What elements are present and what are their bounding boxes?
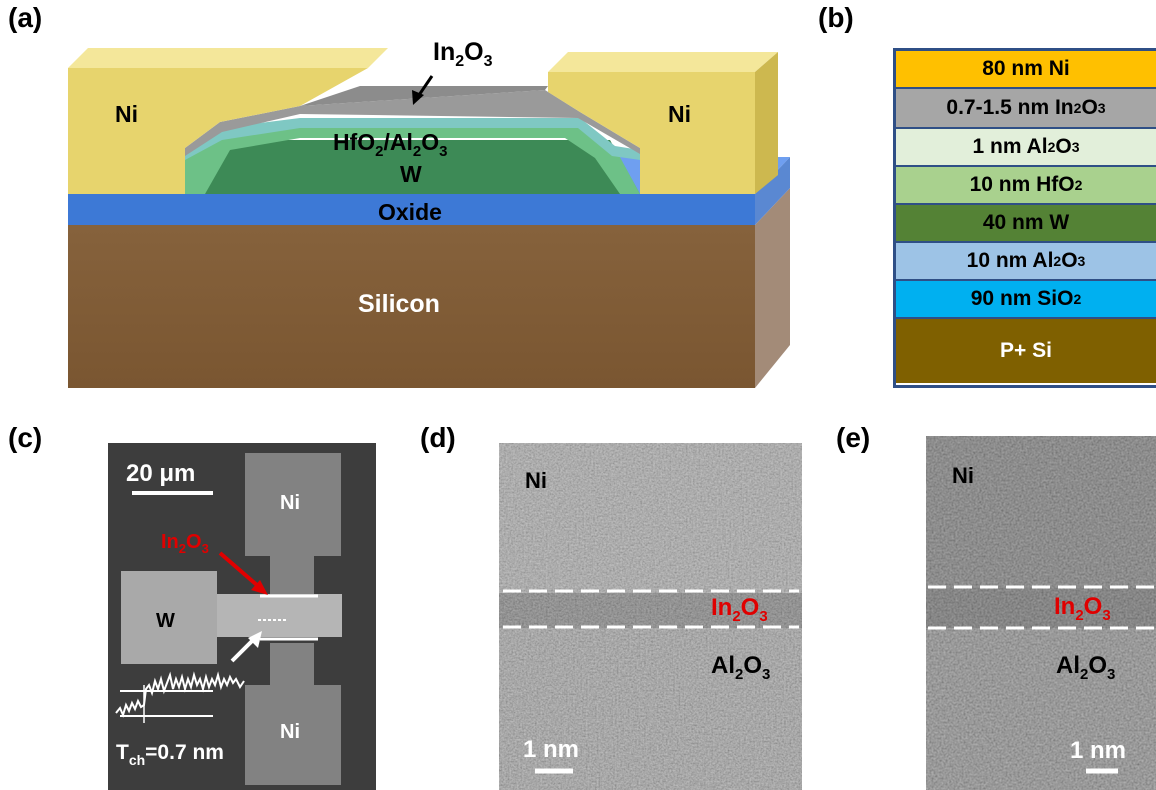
panel-c-label: (c) bbox=[8, 422, 43, 453]
panel-e-label: (e) bbox=[836, 422, 871, 453]
w-gate bbox=[185, 140, 640, 194]
ni-bottom-pad bbox=[245, 685, 341, 785]
layer-5: 10 nm Al 2 O 3 bbox=[896, 243, 1156, 281]
oxide-front bbox=[68, 194, 755, 225]
ni-right-label: Ni bbox=[668, 101, 691, 127]
panel-d-label: (d) bbox=[420, 422, 456, 453]
ni-right-side bbox=[755, 52, 778, 194]
layer-6: 90 nm SiO 2 bbox=[896, 281, 1156, 319]
silicon-label: Silicon bbox=[358, 290, 440, 318]
silicon-side bbox=[755, 188, 790, 388]
oxide-label: Oxide bbox=[378, 199, 442, 225]
ni-bottom-label: Ni bbox=[280, 721, 300, 743]
ni-left-label: Ni bbox=[115, 101, 138, 127]
layer-2: 1 nm Al 2 O 3 bbox=[896, 129, 1156, 167]
height-profile bbox=[115, 671, 245, 718]
panel-b-label: (b) bbox=[818, 2, 854, 33]
in2o3-label-d: In2O3 bbox=[711, 594, 768, 625]
scale-label-d: 1 nm bbox=[523, 736, 579, 763]
layer-7: P+ Si bbox=[896, 319, 1156, 383]
in2o3-label: In2O3 bbox=[433, 38, 493, 70]
thickness-label: Tch=0.7 nm bbox=[116, 741, 224, 768]
al2o3-label-d: Al2O3 bbox=[711, 652, 770, 683]
w-gate-label: W bbox=[400, 161, 422, 187]
ni-right-front bbox=[548, 72, 755, 194]
ni-label-d: Ni bbox=[525, 468, 547, 493]
layer-3: 10 nm HfO 2 bbox=[896, 167, 1156, 205]
layer-0: 80 nm Ni bbox=[896, 51, 1156, 89]
sem-image: 20 μm Ni Ni W In2O3 Tch=0.7 nm bbox=[108, 443, 376, 790]
al2o3-thin bbox=[185, 118, 640, 160]
ni-top-pad bbox=[245, 453, 341, 556]
layer-4: 40 nm W bbox=[896, 205, 1156, 243]
layer-1: 0.7-1.5 nm In 2 O 3 bbox=[896, 89, 1156, 129]
w-pad bbox=[121, 571, 217, 664]
in2o3-channel bbox=[185, 90, 640, 156]
silicon-front bbox=[68, 225, 755, 388]
in2o3-label-e: In2O3 bbox=[1054, 593, 1111, 624]
tem-image-d: Ni In2O3 Al2O3 1 nm bbox=[499, 443, 802, 790]
ni-top-label: Ni bbox=[280, 492, 300, 514]
scale-label-20um: 20 μm bbox=[126, 460, 195, 487]
in2o3-arrow-head bbox=[412, 90, 424, 105]
ni-label-e: Ni bbox=[952, 463, 974, 488]
panel-a-label: (a) bbox=[8, 2, 43, 33]
w-label: W bbox=[156, 610, 175, 632]
tem-image-e: Ni In2O3 Al2O3 1 nm bbox=[926, 436, 1156, 790]
ni-right-top bbox=[548, 52, 778, 72]
ni-left-top bbox=[68, 48, 388, 68]
oxide-side bbox=[755, 157, 790, 225]
scale-label-e: 1 nm bbox=[1070, 737, 1126, 764]
ni-left-front bbox=[68, 68, 368, 194]
in2o3-label-c: In2O3 bbox=[161, 531, 209, 556]
in2o3-top bbox=[300, 86, 548, 106]
device-schematic: Ni Ni In2O3 HfO2/Al2O3 W Oxide Silicon bbox=[68, 38, 790, 388]
dielectric-label: HfO2/Al2O3 bbox=[333, 129, 447, 160]
al2o3-label-e: Al2O3 bbox=[1056, 652, 1115, 683]
layer-stack: 80 nm Ni 0.7-1.5 nm In 2 O 3 1 nm Al 2 O 3 10 nm … bbox=[893, 48, 1156, 388]
